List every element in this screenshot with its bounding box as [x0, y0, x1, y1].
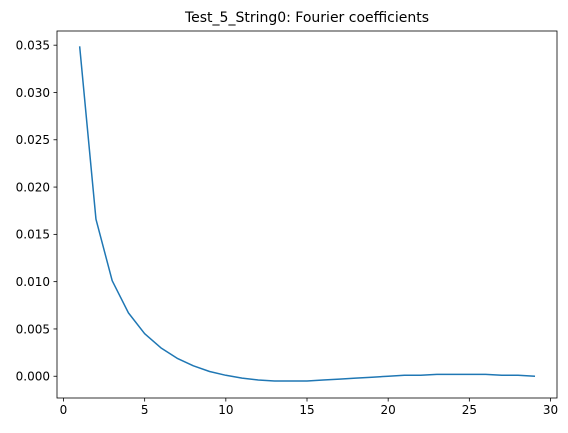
data-point [290, 380, 292, 382]
x-tick-label: 15 [299, 403, 314, 417]
axes: 0 5 10 15 20 25 30 0.000 0.005 0.010 0.015 0.020 0.0… [16, 30, 558, 417]
x-tick-label: 25 [462, 403, 477, 417]
data-point [436, 374, 438, 376]
data-point [258, 379, 260, 381]
y-tick-label: 0.010 [16, 275, 50, 289]
data-point [387, 375, 389, 377]
y-tick-label: 0.030 [16, 86, 50, 100]
data-point [533, 375, 535, 377]
plot-area [78, 46, 536, 382]
data-point [160, 347, 162, 349]
data-point [469, 374, 471, 376]
data-point [176, 357, 178, 359]
data-point [452, 374, 454, 376]
x-tick-label: 30 [543, 403, 558, 417]
data-point [420, 375, 422, 377]
data-point [517, 375, 519, 377]
axes-frame [56, 30, 558, 399]
x-tick-label: 5 [141, 403, 149, 417]
data-point [111, 280, 113, 282]
data-point [225, 375, 227, 377]
data-point [501, 375, 503, 377]
data-point [241, 377, 243, 379]
series-line [78, 46, 536, 382]
data-point [306, 380, 308, 382]
data-point [339, 378, 341, 380]
data-point [371, 376, 373, 378]
data-point [355, 377, 357, 379]
data-point [322, 379, 324, 381]
chart-title: Test_5_String0: Fourier coefficients [184, 10, 429, 26]
y-tick-label: 0.035 [16, 38, 50, 52]
y-tick-label: 0.020 [16, 180, 50, 194]
y-tick-label: 0.025 [16, 133, 50, 147]
x-tick-label: 0 [60, 403, 68, 417]
data-point [485, 374, 487, 376]
data-point [128, 312, 130, 314]
data-point [95, 218, 97, 220]
data-point [79, 46, 81, 48]
y-tick-label: 0.015 [16, 228, 50, 242]
x-tick-label: 10 [218, 403, 233, 417]
data-point [274, 380, 276, 382]
x-tick-label: 20 [381, 403, 396, 417]
data-point [144, 333, 146, 335]
data-point [404, 375, 406, 377]
data-point [209, 371, 211, 373]
y-tick-label: 0.000 [16, 370, 50, 384]
y-tick-label: 0.005 [16, 322, 50, 336]
data-point [193, 365, 195, 367]
